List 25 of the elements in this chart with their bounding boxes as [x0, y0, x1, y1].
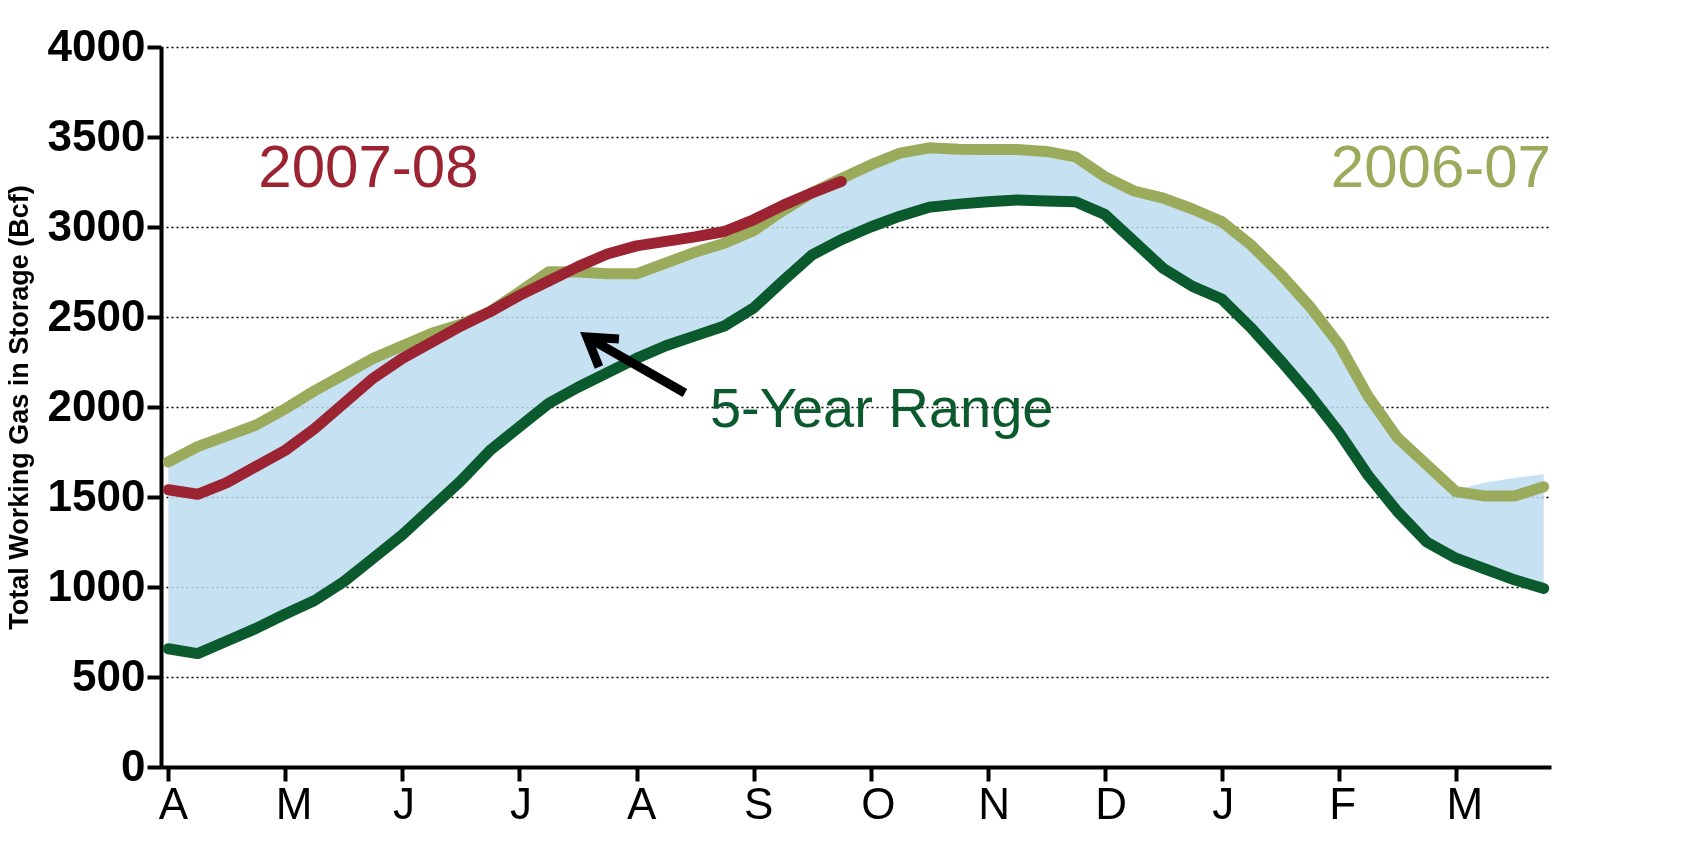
x-tick-label: O [861, 778, 896, 828]
y-tick-label: 1000 [47, 560, 146, 610]
x-tick-label: J [509, 778, 532, 828]
series-label: 2006-07 [1330, 133, 1551, 201]
x-tick-label: J [392, 778, 415, 828]
y-tick-label: 3500 [47, 110, 146, 160]
y-tick-label: 1500 [47, 470, 146, 520]
y-axis-title: Total Working Gas in Storage (Bcf) [3, 185, 34, 630]
y-tick-label: 0 [121, 740, 146, 790]
x-tick-label: S [744, 778, 774, 828]
x-tick-label: A [158, 778, 189, 828]
x-tick-label: A [627, 778, 658, 828]
y-tick-label: 500 [72, 650, 146, 700]
y-tick-label: 2500 [47, 290, 146, 340]
y-tick-label: 3000 [47, 200, 146, 250]
annotation: 5-Year Range [709, 376, 1054, 439]
y-tick-label: 2000 [47, 380, 146, 430]
x-tick-label: N [978, 778, 1010, 828]
x-tick-label: M [1446, 778, 1484, 828]
x-tick-label: J [1212, 778, 1235, 828]
x-tick-label: D [1095, 778, 1128, 828]
y-tick-label: 4000 [47, 20, 146, 70]
x-tick-label: M [275, 778, 313, 828]
series-label: 2007-08 [258, 133, 479, 201]
x-tick-label: F [1329, 778, 1357, 828]
